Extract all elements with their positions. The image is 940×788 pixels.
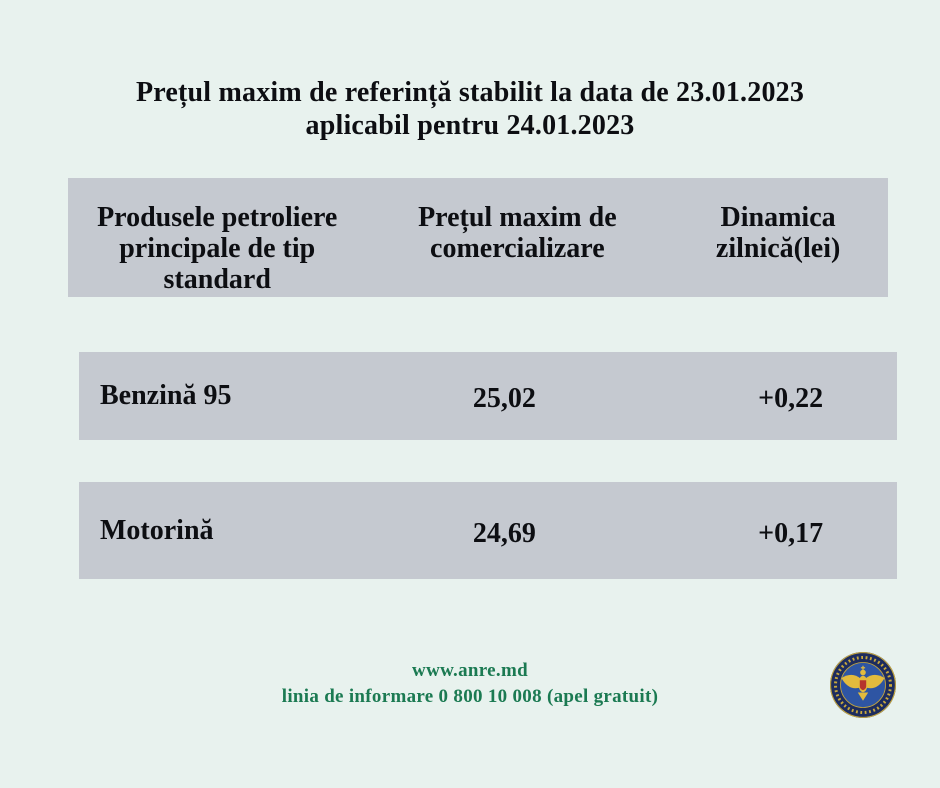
table-row-benzina: Benzină 95 25,02 +0,22: [79, 352, 897, 440]
header-cell-max-price: Prețul maxim de comercializare: [418, 202, 617, 264]
price-value: 24,69: [472, 517, 536, 549]
footer-info-line: linia de informare 0 800 10 008 (apel gr…: [281, 686, 659, 707]
price-table-header: Produsele petroliere principale de tip s…: [68, 178, 888, 297]
product-name: Benzină 95: [100, 380, 232, 411]
footer-website: www.anre.md: [412, 660, 528, 681]
header-cell-daily-dynamic: Dinamica zilnică(lei): [715, 202, 841, 264]
price-value: 25,02: [472, 383, 536, 414]
page-title: Prețul maxim de referință stabilit la da…: [135, 77, 805, 141]
table-row-motorina: Motorină 24,69 +0,17: [79, 482, 897, 579]
product-name: Motorină: [100, 514, 214, 546]
moldova-emblem-icon: [829, 651, 897, 719]
footer: www.anre.md linia de informare 0 800 10 …: [0, 658, 940, 710]
header-cell-products: Produsele petroliere principale de tip s…: [97, 202, 338, 295]
dynamic-value: +0,17: [758, 517, 824, 549]
dynamic-value: +0,22: [758, 383, 824, 414]
